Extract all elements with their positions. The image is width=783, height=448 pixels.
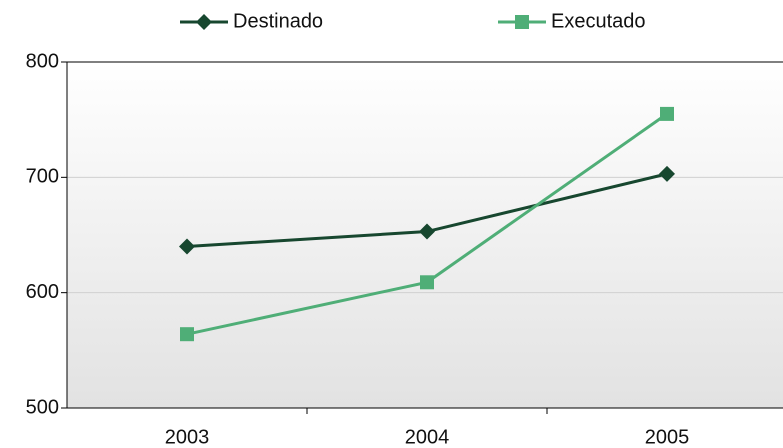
point	[659, 165, 675, 182]
legend-label: Destinado	[233, 10, 323, 32]
x-tick-label: 2004	[405, 426, 450, 448]
point	[420, 275, 434, 290]
x-tick-label: 2003	[165, 426, 210, 448]
point	[660, 106, 674, 121]
point	[419, 223, 435, 240]
y-tick-label: 600	[26, 281, 59, 303]
y-tick-label: 500	[26, 396, 59, 418]
point	[179, 238, 195, 255]
legend-marker	[515, 15, 529, 29]
legend-label: Executado	[551, 10, 646, 32]
x-tick-label: 2005	[645, 426, 690, 448]
y-tick-label: 700	[26, 166, 59, 188]
point	[180, 327, 194, 342]
legend-marker	[196, 14, 212, 30]
y-tick-label: 800	[26, 50, 59, 72]
